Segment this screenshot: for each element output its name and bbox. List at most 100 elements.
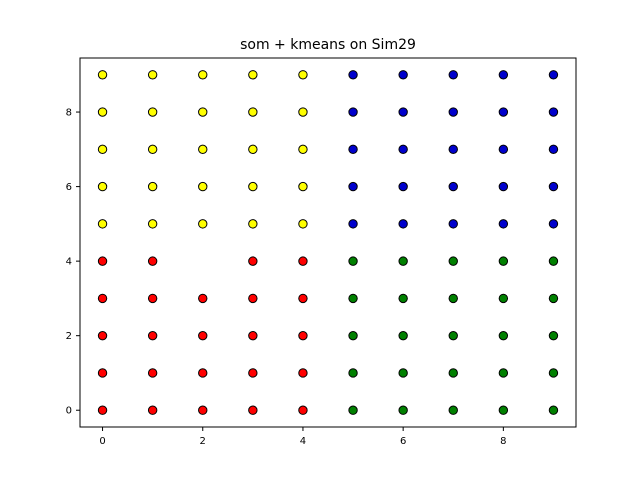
data-point xyxy=(97,368,108,378)
data-point xyxy=(448,256,458,266)
data-point xyxy=(498,219,509,229)
data-point xyxy=(198,405,208,415)
data-point xyxy=(398,256,408,266)
data-point xyxy=(97,293,108,304)
data-point xyxy=(147,256,158,266)
y-tick-label: 2 xyxy=(66,331,72,342)
data-point xyxy=(398,107,408,117)
data-point xyxy=(298,330,308,341)
data-point xyxy=(248,181,258,192)
data-point xyxy=(248,107,258,117)
data-point xyxy=(298,219,308,229)
data-point xyxy=(97,219,108,229)
data-point xyxy=(147,107,158,117)
data-point xyxy=(498,107,509,117)
data-point xyxy=(548,293,559,304)
data-point xyxy=(398,219,408,229)
data-point xyxy=(498,144,509,155)
data-point xyxy=(398,330,408,341)
data-point xyxy=(498,70,509,80)
data-point xyxy=(298,405,308,415)
data-point xyxy=(398,368,408,378)
data-point xyxy=(348,144,358,155)
data-point xyxy=(348,368,358,378)
data-point xyxy=(298,107,308,117)
x-axis: 0 2 4 6 8 xyxy=(99,427,507,447)
data-point xyxy=(248,330,258,341)
data-point xyxy=(548,144,559,155)
data-point xyxy=(198,107,208,117)
data-point xyxy=(298,256,308,266)
data-point xyxy=(97,256,108,266)
data-point xyxy=(548,330,559,341)
data-point xyxy=(298,368,308,378)
data-point xyxy=(147,293,158,304)
data-point xyxy=(348,181,358,192)
y-axis: 0 2 4 6 8 xyxy=(66,108,80,417)
data-point xyxy=(448,368,458,378)
plot-frame xyxy=(79,57,577,428)
data-point xyxy=(348,330,358,341)
data-point xyxy=(298,70,308,80)
data-point xyxy=(548,70,559,80)
data-point xyxy=(498,181,509,192)
data-point xyxy=(248,144,258,155)
data-point xyxy=(398,181,408,192)
data-point xyxy=(147,368,158,378)
data-point xyxy=(198,368,208,378)
data-point xyxy=(198,181,208,192)
chart-title: som + kmeans on Sim29 xyxy=(240,37,416,53)
data-point xyxy=(147,330,158,341)
data-point xyxy=(97,181,108,192)
data-point xyxy=(398,405,408,415)
x-tick-label: 0 xyxy=(99,436,105,447)
y-tick-label: 4 xyxy=(66,257,72,268)
data-point xyxy=(448,144,458,155)
data-point xyxy=(298,181,308,192)
data-point xyxy=(448,405,458,415)
data-point xyxy=(348,405,358,415)
data-point xyxy=(548,368,559,378)
data-point xyxy=(348,256,358,266)
data-point xyxy=(248,405,258,415)
x-tick-label: 6 xyxy=(400,436,406,447)
data-point xyxy=(97,107,108,117)
y-tick-label: 6 xyxy=(66,182,72,193)
data-point xyxy=(198,293,208,304)
data-point xyxy=(248,368,258,378)
data-point xyxy=(498,293,509,304)
data-point xyxy=(198,219,208,229)
data-point xyxy=(448,330,458,341)
data-point xyxy=(398,70,408,80)
data-point xyxy=(248,70,258,80)
x-tick-label: 8 xyxy=(500,436,506,447)
data-point xyxy=(498,405,509,415)
data-point xyxy=(348,70,358,80)
data-point xyxy=(348,293,358,304)
x-tick-label: 2 xyxy=(200,436,206,447)
data-point xyxy=(147,144,158,155)
data-point xyxy=(548,107,559,117)
data-point xyxy=(298,293,308,304)
data-point xyxy=(448,293,458,304)
data-point xyxy=(198,70,208,80)
data-point xyxy=(498,330,509,341)
x-tick-label: 4 xyxy=(300,436,306,447)
data-point xyxy=(147,405,158,415)
data-point xyxy=(448,181,458,192)
data-point xyxy=(97,70,108,80)
data-point xyxy=(448,107,458,117)
data-point xyxy=(548,405,559,415)
data-point xyxy=(248,293,258,304)
data-point xyxy=(97,405,108,415)
data-point xyxy=(548,181,559,192)
data-point xyxy=(498,256,509,266)
data-point xyxy=(147,219,158,229)
data-point xyxy=(348,219,358,229)
data-point xyxy=(147,181,158,192)
plot-marks xyxy=(97,70,559,415)
data-point xyxy=(548,219,559,229)
data-point xyxy=(97,330,108,341)
data-point xyxy=(248,219,258,229)
